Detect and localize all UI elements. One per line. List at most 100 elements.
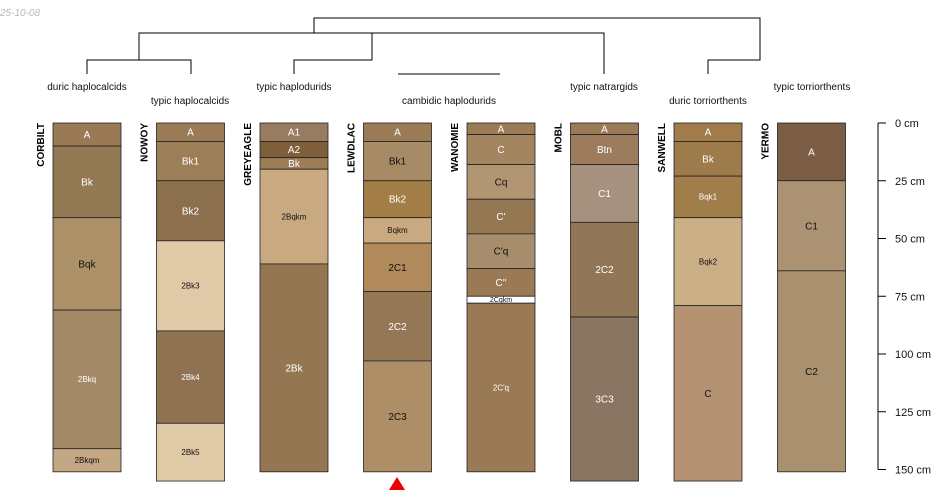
- horizon-label: 2Bqkm: [282, 212, 307, 221]
- horizon-sanwell-3[interactable]: [673, 217, 743, 306]
- profile-mobl[interactable]: A Btn C1 2C2 3C3 MOBL: [554, 122, 639, 482]
- horizon-wanomie-1[interactable]: [466, 134, 536, 165]
- horizon-label: 2C3: [388, 412, 407, 423]
- horizon-mobl-2[interactable]: [570, 164, 639, 223]
- horizon-label: Bqkm: [387, 226, 408, 235]
- horizon-label: A: [394, 128, 401, 139]
- horizon-label: A: [498, 124, 505, 135]
- profile-name-mobl: MOBL: [554, 123, 565, 152]
- horizon-nowoy-4[interactable]: [156, 330, 225, 424]
- horizon-label: 2Bkqm: [75, 456, 100, 465]
- horizon-label: Bk1: [389, 157, 407, 168]
- horizon-nowoy-3[interactable]: [156, 240, 225, 332]
- profile-lewdlac[interactable]: A Bk1 Bk2 Bqkm 2C1 2C2 2C3 LEWDLAC: [347, 122, 432, 473]
- horizon-label: Bk: [288, 159, 301, 170]
- profile-greyeagle[interactable]: A1 A2 Bk 2Bqkm 2Bk GREYEAGLE: [243, 122, 329, 473]
- horizon-label: C1: [805, 221, 818, 232]
- horizon-corbilt-4[interactable]: [52, 448, 122, 473]
- horizon-lewdlac-1[interactable]: [363, 141, 432, 182]
- horizon-label: Bqk: [78, 259, 96, 270]
- horizon-mobl-1[interactable]: [570, 134, 639, 165]
- profiles: A Bk Bqk 2Bkq 2Bkqm CORBILT A Bk1 Bk2 2Bk3 2Bk4 2Bk…: [36, 122, 846, 482]
- profile-name-greyeagle: GREYEAGLE: [243, 123, 254, 186]
- horizon-label: C': [496, 212, 505, 223]
- profile-sanwell[interactable]: A Bk Bqk1 Bqk2 C SANWELL: [657, 122, 743, 482]
- group-label-typic-haplodurids: typic haplodurids: [256, 82, 331, 93]
- horizon-lewdlac-5[interactable]: [363, 291, 432, 362]
- horizon-wanomie-3[interactable]: [466, 198, 536, 235]
- horizon-label: 2Bk4: [181, 373, 200, 382]
- horizon-label: C2: [805, 367, 818, 378]
- horizon-yermo-0[interactable]: [777, 122, 846, 182]
- profile-name-sanwell: SANWELL: [657, 123, 668, 172]
- horizon-label: Btn: [597, 145, 612, 156]
- horizon-lewdlac-2[interactable]: [363, 180, 432, 219]
- profile-corbilt[interactable]: A Bk Bqk 2Bkq 2Bkqm CORBILT: [36, 122, 122, 473]
- horizon-label: C'q: [494, 247, 509, 258]
- horizon-label: A: [84, 130, 91, 141]
- horizon-label: Bk1: [182, 157, 200, 168]
- horizon-lewdlac-6[interactable]: [363, 360, 432, 473]
- horizon-label: C1: [598, 189, 611, 200]
- horizon-label: A: [808, 147, 815, 158]
- dendro-calcids-branch: [86, 59, 192, 74]
- horizon-label: Bqk1: [699, 193, 718, 202]
- profile-yermo[interactable]: A C1 C2 YERMO: [761, 122, 846, 473]
- profile-wanomie[interactable]: AC Cq C' C'q C'' 2Cqkm 2C'q WANOMIE: [450, 122, 536, 473]
- horizon-wanomie-5[interactable]: [466, 268, 536, 297]
- horizon-lewdlac-4[interactable]: [363, 242, 432, 293]
- depth-tick-label: 0 cm: [895, 118, 919, 130]
- horizon-label: 2Bkq: [78, 375, 96, 384]
- horizon-label: Bk2: [182, 206, 200, 217]
- dendro-right-branch: [707, 33, 761, 74]
- depth-tick-label: 125 cm: [895, 407, 931, 419]
- horizon-label: A: [187, 128, 194, 139]
- horizon-label: 2Bk: [285, 363, 303, 374]
- horizon-lewdlac-3[interactable]: [363, 217, 432, 244]
- horizon-yermo-2[interactable]: [777, 270, 846, 473]
- group-label-duric-torriorthents: duric torriorthents: [669, 96, 747, 107]
- depth-tick-label: 100 cm: [895, 349, 931, 361]
- horizon-nowoy-5[interactable]: [156, 422, 225, 482]
- depth-tick-label: 75 cm: [895, 291, 925, 303]
- horizon-label: C: [497, 145, 504, 156]
- horizon-mobl-4[interactable]: [570, 316, 639, 482]
- horizon-yermo-1[interactable]: [777, 180, 846, 272]
- horizon-greyeagle-3[interactable]: [259, 168, 329, 265]
- horizon-sanwell-4[interactable]: [673, 305, 743, 482]
- horizon-label: 2C2: [388, 322, 407, 333]
- horizon-wanomie-7[interactable]: [466, 302, 536, 473]
- horizon-label: A: [601, 124, 608, 135]
- group-label-duric-haplocalcids: duric haplocalcids: [47, 82, 127, 93]
- horizon-label: Cq: [495, 177, 508, 188]
- horizon-greyeagle-4[interactable]: [259, 263, 329, 473]
- date-stamp: 25-10-08: [0, 8, 41, 19]
- group-label-typic-torriorthents: typic torriorthents: [774, 82, 851, 93]
- horizon-wanomie-4[interactable]: [466, 233, 536, 269]
- horizon-label: Bk: [702, 154, 715, 165]
- group-label-cambidic-haplodurids: cambidic haplodurids: [402, 96, 496, 107]
- profile-name-nowoy: NOWOY: [140, 123, 151, 162]
- horizon-label: C'': [495, 278, 506, 289]
- horizon-wanomie-2[interactable]: [466, 164, 536, 200]
- dendro-durids-branch: [293, 33, 373, 74]
- horizon-label: 2C'q: [493, 383, 509, 392]
- horizon-label: 2Bk3: [181, 282, 200, 291]
- horizon-label: A: [705, 128, 712, 139]
- horizon-label: 3C3: [595, 395, 614, 406]
- horizon-corbilt-3[interactable]: [52, 309, 122, 450]
- horizon-corbilt-1[interactable]: [52, 145, 122, 219]
- horizon-nowoy-1[interactable]: [156, 141, 225, 182]
- horizon-nowoy-2[interactable]: [156, 180, 225, 242]
- horizon-label: Bqk2: [699, 257, 718, 266]
- selection-marker[interactable]: [389, 477, 405, 490]
- dendro-root-branch: [313, 17, 761, 33]
- horizon-label: Bk2: [389, 195, 407, 206]
- horizon-label: A2: [288, 145, 301, 156]
- profile-nowoy[interactable]: A Bk1 Bk2 2Bk3 2Bk4 2Bk5 NOWOY: [140, 122, 225, 482]
- horizon-mobl-3[interactable]: [570, 221, 639, 318]
- depth-tick-label: 50 cm: [895, 234, 925, 246]
- depth-tick-label: 150 cm: [895, 465, 931, 477]
- horizon-label: Bk: [81, 177, 94, 188]
